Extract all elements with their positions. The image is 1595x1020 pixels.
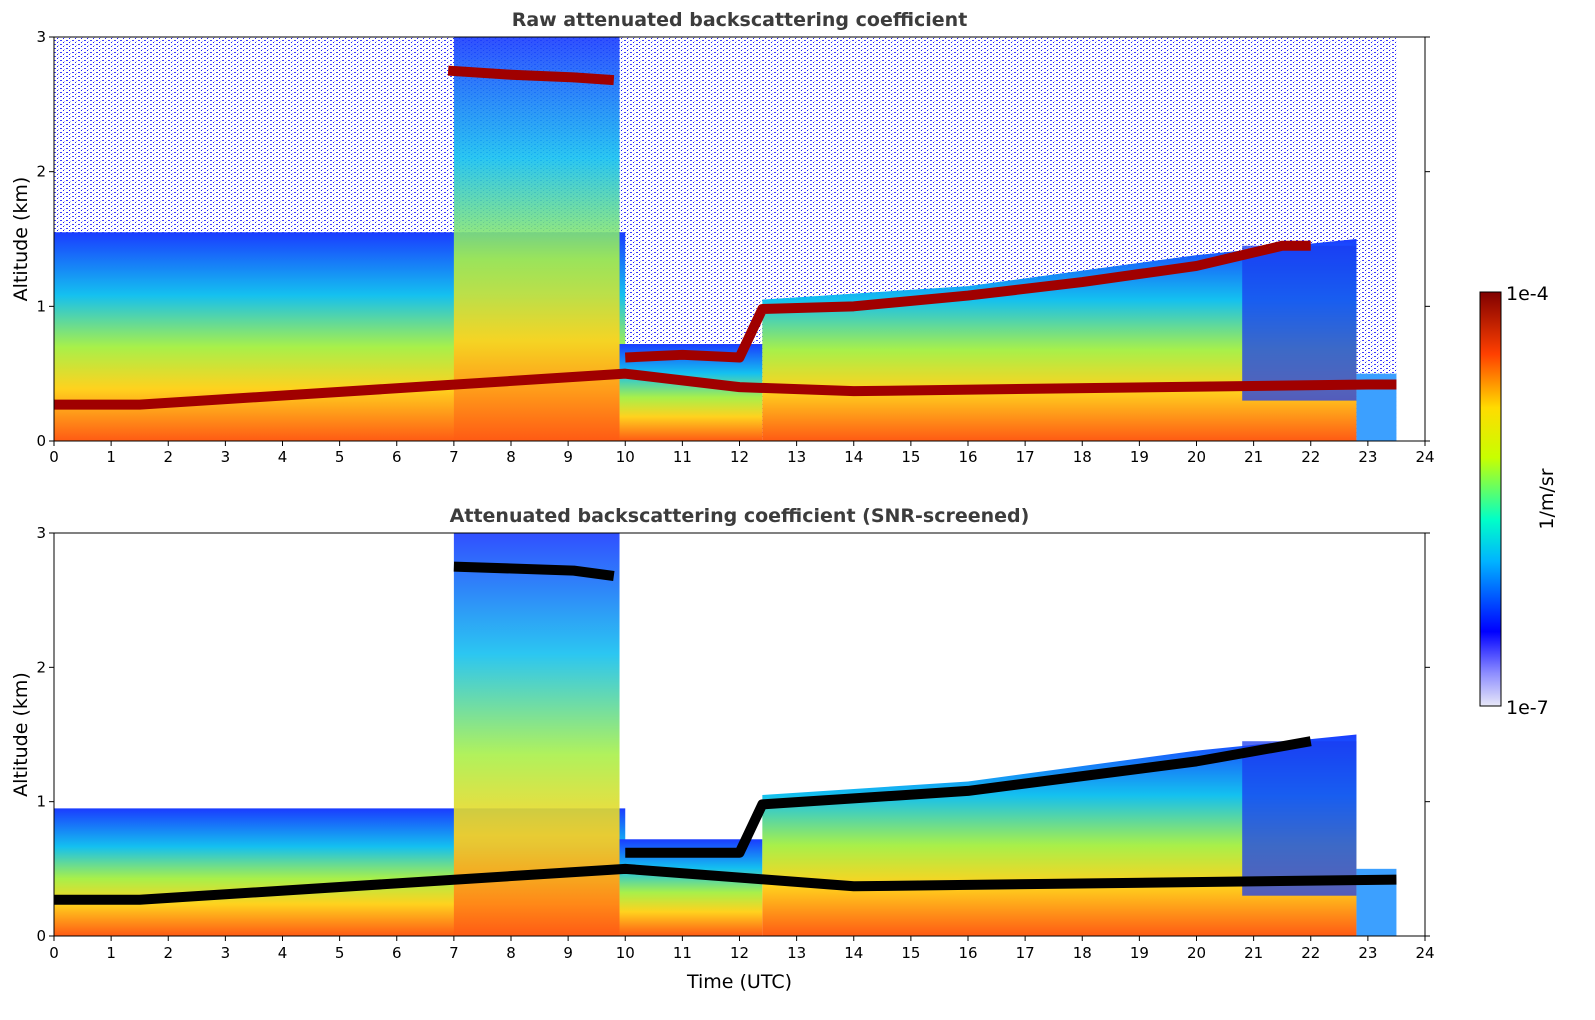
x-tick-label: 1 bbox=[106, 448, 116, 466]
x-tick-label: 9 bbox=[563, 448, 573, 466]
x-tick-label: 2 bbox=[163, 944, 173, 962]
x-tick-label: 24 bbox=[1415, 448, 1434, 466]
colorbar-min-label: 1e-7 bbox=[1506, 697, 1549, 719]
panel-1: Raw attenuated backscattering coefficien… bbox=[10, 9, 1435, 466]
x-tick-label: 10 bbox=[616, 944, 635, 962]
x-tick-label: 19 bbox=[1130, 448, 1149, 466]
heatmap bbox=[54, 533, 1397, 936]
layer-lower-layer bbox=[54, 368, 1397, 410]
panel-title: Raw attenuated backscattering coefficien… bbox=[512, 9, 968, 31]
x-tick-label: 13 bbox=[787, 944, 806, 962]
x-tick-label: 21 bbox=[1244, 448, 1263, 466]
heatmap bbox=[54, 37, 1397, 441]
y-tick-label: 2 bbox=[36, 163, 46, 181]
panel-2: Attenuated backscattering coefficient (S… bbox=[10, 505, 1435, 993]
layer-cloud-layer-top bbox=[447, 65, 615, 86]
x-tick-label: 10 bbox=[616, 448, 635, 466]
x-tick-label: 14 bbox=[844, 448, 863, 466]
x-tick-label: 6 bbox=[392, 448, 402, 466]
y-axis-label: Altitude (km) bbox=[10, 672, 32, 797]
x-tick-label: 24 bbox=[1415, 944, 1434, 962]
y-axis-label: Altitude (km) bbox=[10, 177, 32, 302]
x-tick-label: 11 bbox=[673, 448, 692, 466]
x-tick-label: 22 bbox=[1301, 944, 1320, 962]
x-axis-label: Time (UTC) bbox=[686, 971, 792, 993]
y-tick-label: 1 bbox=[36, 297, 46, 315]
x-tick-label: 14 bbox=[844, 944, 863, 962]
x-tick-label: 23 bbox=[1358, 448, 1377, 466]
x-tick-label: 7 bbox=[449, 448, 459, 466]
panel-title: Attenuated backscattering coefficient (S… bbox=[450, 505, 1030, 527]
x-tick-label: 17 bbox=[1016, 944, 1035, 962]
layer-cloud-layer-top bbox=[453, 561, 615, 581]
x-tick-label: 3 bbox=[221, 944, 231, 962]
x-tick-label: 0 bbox=[49, 944, 59, 962]
x-tick-label: 3 bbox=[221, 448, 231, 466]
x-tick-label: 6 bbox=[392, 944, 402, 962]
colorbar-unit-label: 1/m/sr bbox=[1536, 468, 1558, 529]
y-tick-label: 3 bbox=[36, 28, 46, 46]
x-tick-label: 8 bbox=[506, 944, 516, 962]
x-tick-label: 20 bbox=[1187, 448, 1206, 466]
x-tick-label: 4 bbox=[278, 448, 288, 466]
x-tick-label: 16 bbox=[958, 448, 977, 466]
x-tick-label: 23 bbox=[1358, 944, 1377, 962]
x-tick-label: 19 bbox=[1130, 944, 1149, 962]
layer-low-cloud-layer bbox=[625, 240, 1311, 363]
layer-lower-layer bbox=[54, 863, 1397, 905]
x-tick-label: 2 bbox=[163, 448, 173, 466]
x-tick-label: 20 bbox=[1187, 944, 1206, 962]
x-tick-label: 12 bbox=[730, 944, 749, 962]
x-tick-label: 5 bbox=[335, 944, 345, 962]
colorbar-max-label: 1e-4 bbox=[1506, 283, 1549, 305]
x-tick-label: 1 bbox=[106, 944, 116, 962]
x-tick-label: 17 bbox=[1016, 448, 1035, 466]
x-tick-label: 11 bbox=[673, 944, 692, 962]
y-tick-label: 0 bbox=[36, 927, 46, 945]
x-tick-label: 13 bbox=[787, 448, 806, 466]
y-tick-label: 0 bbox=[36, 432, 46, 450]
layer-low-cloud-layer bbox=[625, 736, 1312, 858]
y-tick-label: 3 bbox=[36, 524, 46, 542]
x-tick-label: 7 bbox=[449, 944, 459, 962]
colorbar-gradient bbox=[1479, 291, 1502, 707]
x-tick-label: 15 bbox=[901, 944, 920, 962]
colorbar: 1e-4 1e-7 1/m/sr bbox=[1479, 283, 1558, 719]
y-tick-label: 1 bbox=[36, 793, 46, 811]
blue-region bbox=[1242, 741, 1357, 896]
x-tick-label: 15 bbox=[901, 448, 920, 466]
x-tick-label: 21 bbox=[1244, 944, 1263, 962]
x-tick-label: 4 bbox=[278, 944, 288, 962]
x-tick-label: 16 bbox=[958, 944, 977, 962]
x-tick-label: 8 bbox=[506, 448, 516, 466]
x-tick-label: 22 bbox=[1301, 448, 1320, 466]
x-tick-label: 0 bbox=[49, 448, 59, 466]
x-tick-label: 9 bbox=[563, 944, 573, 962]
y-tick-label: 2 bbox=[36, 658, 46, 676]
x-tick-label: 5 bbox=[335, 448, 345, 466]
x-tick-label: 12 bbox=[730, 448, 749, 466]
x-tick-label: 18 bbox=[1073, 944, 1092, 962]
blue-region bbox=[1242, 245, 1357, 401]
x-tick-label: 18 bbox=[1073, 448, 1092, 466]
